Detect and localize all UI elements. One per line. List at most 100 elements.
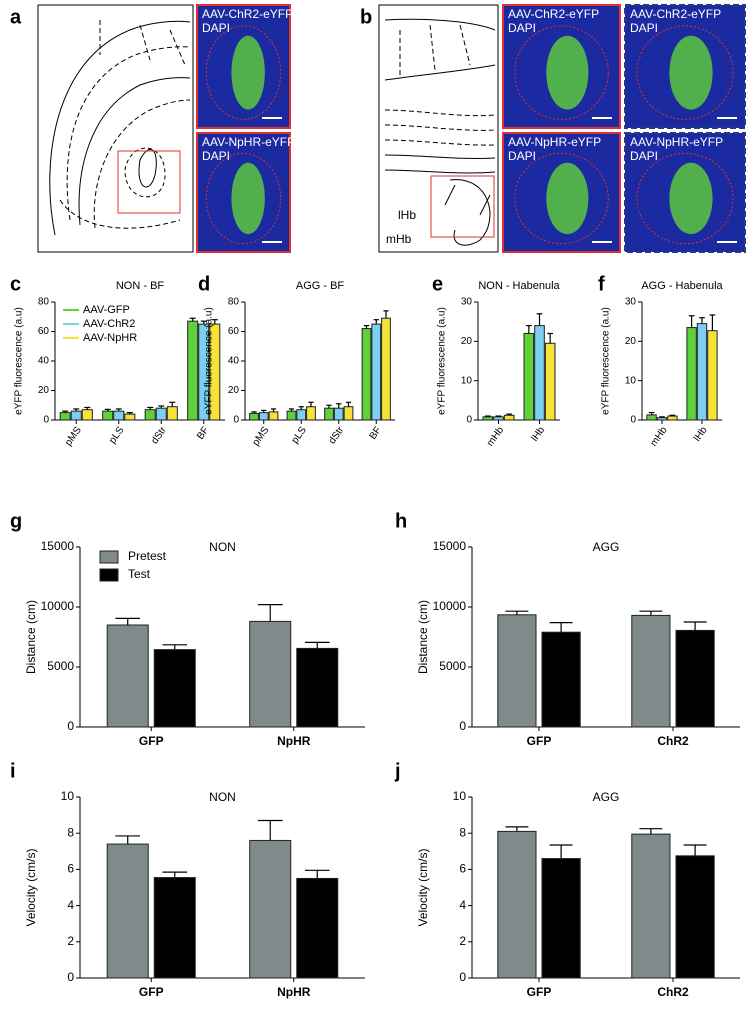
- chart-title: NON - BF: [116, 280, 165, 292]
- chart-title: NON: [209, 790, 236, 804]
- chart-title: AGG: [593, 540, 620, 554]
- y-tick-label: 0: [233, 415, 239, 426]
- legend-swatch: [99, 550, 119, 564]
- image-label: AAV-NpHR-eYFP: [630, 135, 723, 149]
- fluorescence: [231, 162, 265, 235]
- error-bar: [709, 314, 716, 331]
- error-bar: [261, 409, 267, 413]
- x-tick-label: GFP: [139, 985, 164, 999]
- bar: [113, 410, 125, 421]
- error-bar: [84, 406, 91, 410]
- bar: [497, 614, 537, 728]
- y-tick-label: 10000: [433, 599, 467, 613]
- image-label: AAV-NpHR-eYFP: [508, 135, 601, 149]
- legend-label: Test: [128, 567, 151, 581]
- error-bar: [549, 621, 573, 633]
- y-tick-label: 4: [67, 898, 74, 912]
- bar: [124, 413, 136, 421]
- bar: [371, 323, 382, 421]
- fluorescence: [669, 35, 713, 110]
- y-tick-label: 15000: [433, 539, 467, 553]
- y-tick-label: 80: [228, 297, 240, 308]
- y-tick-label: 6: [459, 862, 466, 876]
- bar: [106, 843, 149, 979]
- error-bar: [308, 401, 314, 407]
- image-label: AAV-ChR2-eYFP: [202, 7, 293, 21]
- bar: [541, 631, 581, 728]
- bar: [153, 649, 196, 728]
- image-label: AAV-ChR2-eYFP: [508, 7, 599, 21]
- panel-letter: g: [10, 510, 22, 532]
- x-tick-label: mHb: [648, 425, 669, 449]
- error-bar: [648, 411, 655, 415]
- bar: [155, 407, 167, 421]
- chart-title: AGG: [593, 790, 620, 804]
- error-bar: [147, 406, 154, 410]
- panel-letter: d: [198, 273, 210, 295]
- x-tick-label: GFP: [527, 734, 552, 748]
- error-bar: [270, 408, 277, 412]
- bar: [106, 624, 149, 728]
- y-tick-label: 0: [67, 970, 74, 984]
- image-label: DAPI: [202, 149, 230, 163]
- y-tick-label: 4: [459, 898, 466, 912]
- bar: [70, 410, 82, 421]
- bar: [675, 629, 715, 728]
- region-outline: [514, 152, 609, 245]
- bar: [268, 411, 279, 421]
- bar: [102, 410, 114, 421]
- y-axis-label: eYFP fluorescence (a.u): [601, 307, 612, 415]
- image-label: DAPI: [630, 21, 658, 35]
- y-tick-label: 20: [461, 336, 473, 347]
- y-tick-label: 80: [38, 297, 50, 308]
- error-bar: [162, 644, 188, 650]
- panel-letter: a: [10, 6, 22, 28]
- bar: [696, 323, 708, 421]
- error-bar: [683, 844, 707, 856]
- fluorescence: [546, 35, 589, 110]
- error-bar: [62, 410, 69, 413]
- y-tick-label: 0: [43, 415, 49, 426]
- y-tick-label: 10000: [41, 599, 75, 613]
- error-bar: [345, 401, 352, 407]
- error-bar: [115, 835, 141, 845]
- bar: [296, 409, 307, 421]
- bar: [503, 414, 515, 421]
- error-bar: [505, 610, 529, 615]
- y-tick-label: 8: [459, 825, 466, 839]
- bar: [523, 332, 535, 421]
- bar: [343, 406, 354, 421]
- y-axis-label: Distance (cm): [416, 600, 430, 674]
- bar: [258, 412, 269, 421]
- error-bar: [639, 610, 663, 616]
- y-tick-label: 2: [67, 934, 74, 948]
- x-tick-label: lHb: [692, 425, 710, 444]
- region-outline: [205, 25, 282, 120]
- error-bar: [189, 317, 196, 322]
- error-bar: [683, 621, 707, 631]
- image-label: DAPI: [508, 149, 536, 163]
- y-tick-label: 0: [466, 415, 472, 426]
- region-label: mHb: [386, 232, 412, 246]
- bar: [675, 855, 715, 979]
- bar: [249, 620, 292, 728]
- error-bar: [547, 332, 554, 344]
- error-bar: [536, 313, 543, 326]
- bar: [59, 412, 71, 421]
- fluorescence: [231, 35, 265, 110]
- fluorescence: [546, 162, 589, 235]
- y-tick-label: 60: [228, 326, 240, 337]
- legend-label: Pretest: [128, 549, 167, 563]
- bar: [166, 406, 178, 421]
- bar: [153, 877, 196, 979]
- bar: [493, 416, 504, 421]
- image-label: DAPI: [630, 149, 658, 163]
- bar: [381, 317, 391, 421]
- y-tick-label: 5000: [439, 659, 466, 673]
- x-tick-label: GFP: [527, 985, 552, 999]
- bar: [482, 416, 494, 421]
- x-tick-label: dStr: [149, 424, 169, 446]
- y-tick-label: 6: [67, 862, 74, 876]
- region-outline: [205, 152, 282, 245]
- bar: [631, 833, 671, 979]
